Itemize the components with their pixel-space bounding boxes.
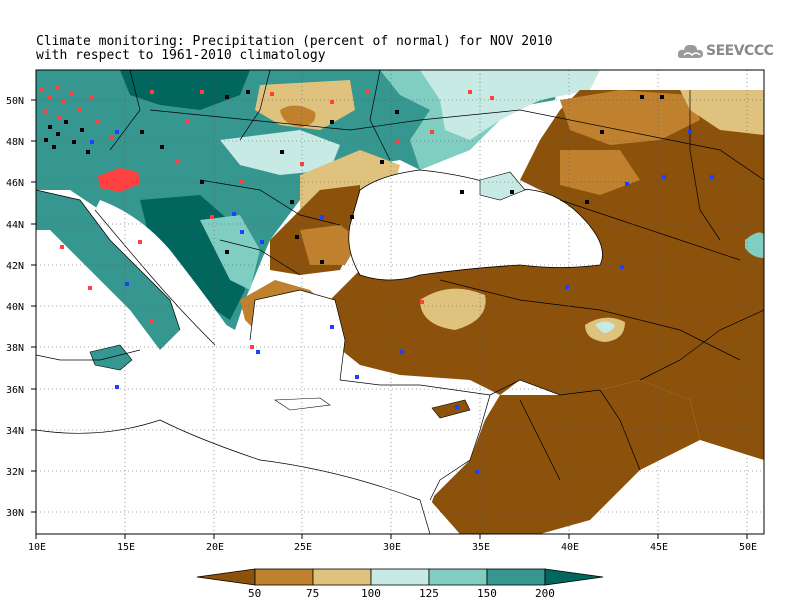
slight-dry-north-east (680, 90, 764, 135)
colorbar-segment (428, 568, 488, 586)
x-tick-label: 15E (117, 542, 135, 553)
x-tick-label: 10E (28, 542, 46, 553)
colorbar-label: 50 (248, 587, 261, 600)
moist-spot-caspian (745, 232, 764, 258)
y-axis-labels: 30N 32N 34N 36N 38N 40N 42N 44N 46N 48N … (6, 96, 24, 519)
crete (274, 397, 331, 411)
x-tick-label: 20E (206, 542, 224, 553)
cyprus (431, 399, 471, 419)
wet-cluster-slovenia (98, 168, 140, 192)
wet-region-dinaric (200, 215, 260, 290)
dry-spot-hungary (280, 105, 316, 127)
x-tick-label: 30E (383, 542, 401, 553)
very-dry-region-east (330, 90, 764, 460)
x-tick-label: 25E (294, 542, 312, 553)
tyrrhenian-sea (36, 235, 140, 360)
x-tick-label: 45E (650, 542, 668, 553)
dry-region-poland (255, 80, 355, 130)
x-axis-labels: 10E 15E 20E 25E 30E 35E 40E 45E 50E (28, 542, 757, 553)
blue-stations (90, 130, 714, 474)
seevccc-logo: SEEVCCC (676, 40, 776, 64)
map-title-line2: with respect to 1961-2010 climatology (36, 48, 326, 63)
colorbar-label: 125 (419, 587, 439, 600)
y-tick-label: 32N (6, 467, 24, 478)
axis-ticks (31, 99, 748, 539)
y-tick-label: 44N (6, 220, 24, 231)
y-tick-label: 48N (6, 137, 24, 148)
y-tick-label: 34N (6, 426, 24, 437)
black-sea (348, 169, 603, 281)
y-tick-label: 42N (6, 261, 24, 272)
map-frame (35, 69, 765, 535)
gridlines (36, 70, 764, 534)
dry-region-upper (560, 90, 700, 145)
x-tick-label: 50E (739, 542, 757, 553)
mediterranean-sea (36, 360, 490, 534)
colorbar-segment (254, 568, 314, 586)
map-fill (36, 70, 764, 534)
colorbar-segment (544, 568, 604, 586)
y-tick-label: 46N (6, 178, 24, 189)
dry-stations (44, 90, 664, 264)
dry-region-caucasus (560, 150, 640, 195)
colorbar-segment (370, 568, 430, 586)
dry-region-thrace (300, 225, 360, 265)
colorbar-label: 75 (306, 587, 319, 600)
x-tick-label: 35E (472, 542, 490, 553)
adriatic-sea (95, 200, 230, 345)
colorbar-label: 150 (477, 587, 497, 600)
colorbar-segment (196, 568, 256, 586)
logo-text: SEEVCCC (706, 43, 774, 59)
colorbar-label: 200 (535, 587, 555, 600)
colorbar-segment (486, 568, 546, 586)
colorbar (196, 568, 604, 586)
y-tick-label: 50N (6, 96, 24, 107)
colorbar-labels: 50 75 100 125 150 200 (248, 587, 555, 600)
very-dry-region-levant (430, 380, 700, 534)
moist-region-ukraine (420, 70, 600, 140)
wet-stations (40, 85, 494, 349)
station-markers (40, 85, 714, 474)
y-tick-label: 36N (6, 385, 24, 396)
x-tick-label: 40E (561, 542, 579, 553)
y-tick-label: 30N (6, 508, 24, 519)
aegean-sea (250, 290, 345, 400)
map-title-line1: Climate monitoring: Precipitation (perce… (36, 34, 553, 49)
country-borders (36, 70, 764, 534)
moist-spot-east-anatolia (595, 321, 615, 333)
cloud-icon (677, 44, 703, 58)
wet-region-italy (36, 190, 180, 350)
colorbar-label: 100 (361, 587, 381, 600)
dry-spot-anatolia (420, 288, 486, 330)
y-tick-label: 38N (6, 343, 24, 354)
colorbar-segment (312, 568, 372, 586)
y-tick-label: 40N (6, 302, 24, 313)
